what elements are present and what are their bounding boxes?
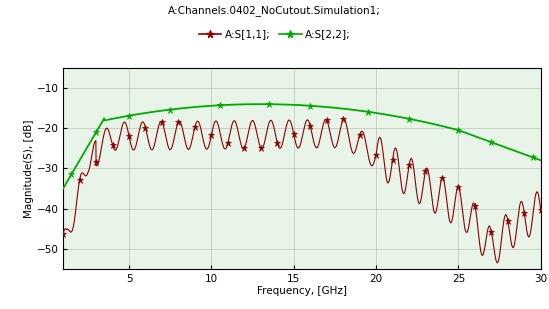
Text: A:Channels.0402_NoCutout.Simulation1;: A:Channels.0402_NoCutout.Simulation1; <box>168 5 381 15</box>
X-axis label: Frequency, [GHz]: Frequency, [GHz] <box>257 286 347 296</box>
Y-axis label: Magnitude(S), [dB]: Magnitude(S), [dB] <box>24 119 33 218</box>
Legend: A:S[1,1];, A:S[2,2];: A:S[1,1];, A:S[2,2]; <box>194 25 355 44</box>
